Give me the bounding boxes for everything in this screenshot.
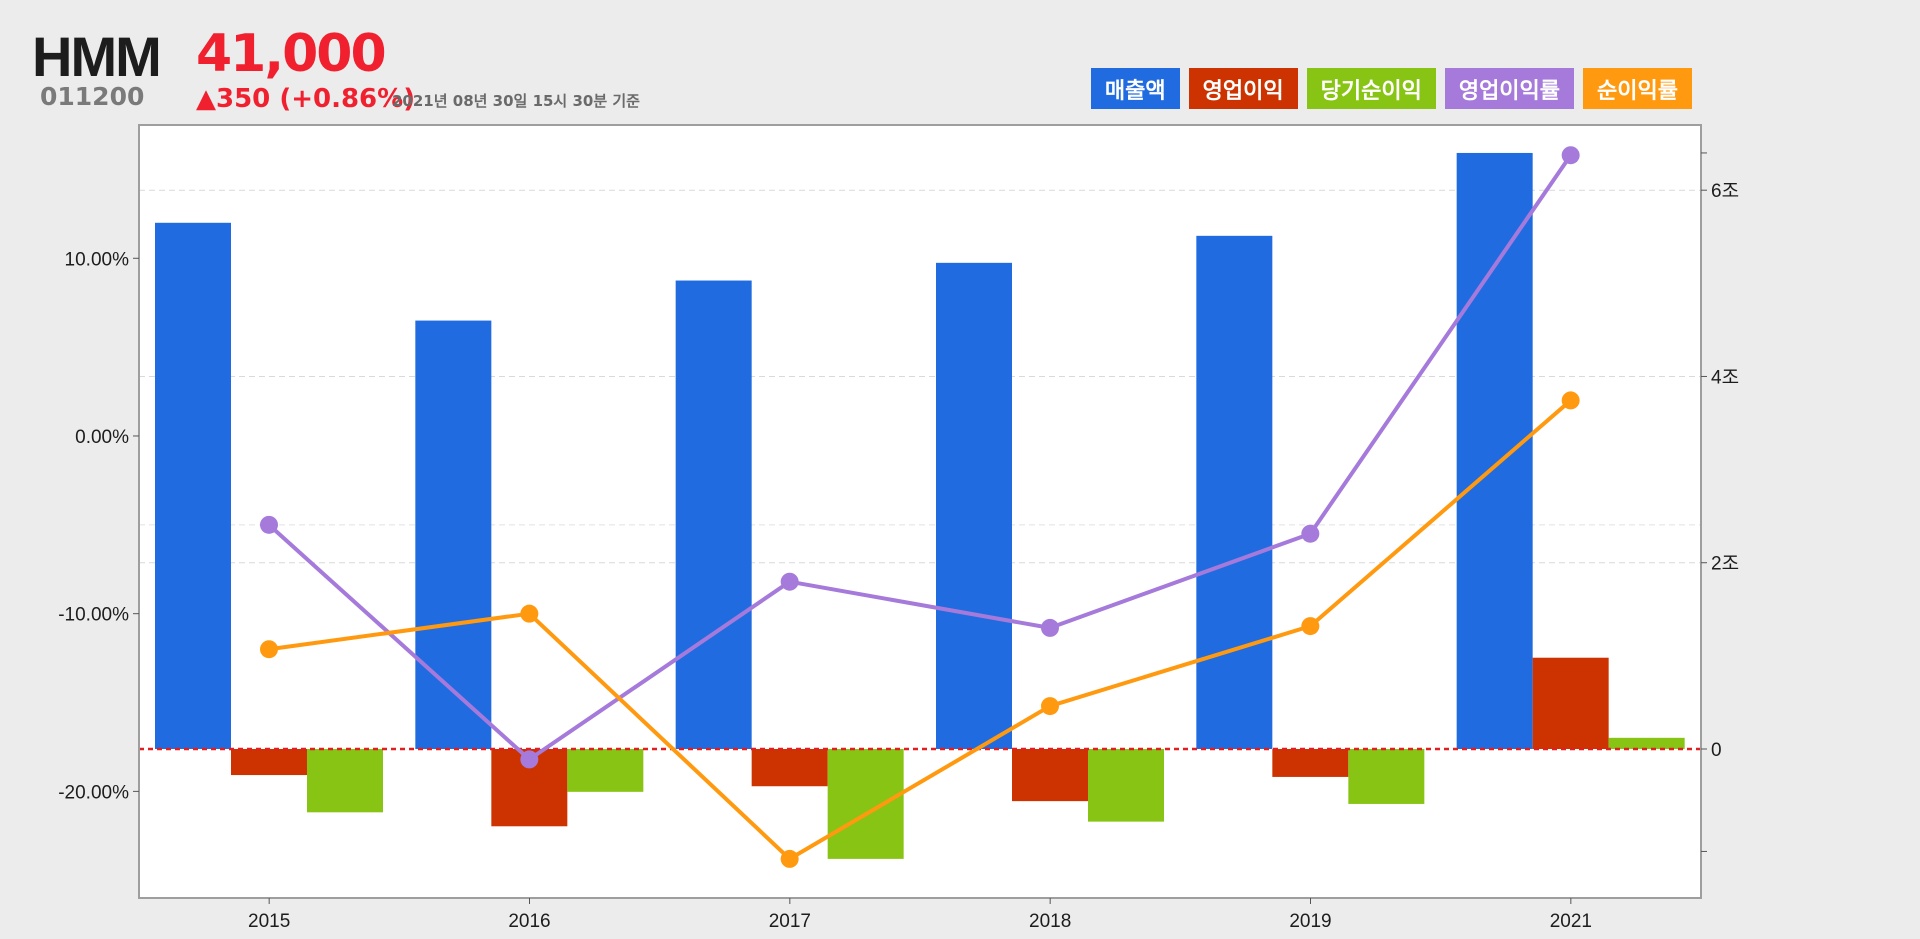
operating-profit-bar xyxy=(231,748,307,776)
net-income-bar xyxy=(1608,737,1685,749)
left-axis-label: 10.00% xyxy=(65,249,130,270)
left-axis-label: -10.00% xyxy=(58,605,129,626)
right-axis-label: 2조 xyxy=(1711,554,1739,575)
legend-item-operating-margin[interactable]: 영업이익률 xyxy=(1444,68,1575,109)
operating-margin-point xyxy=(780,572,799,591)
revenue-bar xyxy=(155,222,231,749)
legend-item-net-income[interactable]: 당기순이익 xyxy=(1306,68,1436,109)
net-income-bar xyxy=(1348,748,1425,804)
x-axis-label: 2015 xyxy=(248,911,290,932)
x-axis-label: 2017 xyxy=(769,911,811,932)
operating-margin-point xyxy=(520,750,539,769)
operating-margin-point xyxy=(1301,524,1320,543)
net-margin-point xyxy=(260,640,278,659)
left-axis-label: -20.00% xyxy=(58,782,129,803)
right-axis-label: 6조 xyxy=(1711,181,1739,202)
net-margin-point xyxy=(780,849,799,868)
revenue-bar xyxy=(1196,235,1273,749)
timestamp: 2021년 08년 30일 15시 30분 기준 xyxy=(392,92,640,110)
net-income-bar xyxy=(1088,748,1164,822)
x-axis-label: 2019 xyxy=(1289,911,1331,932)
net-margin-point xyxy=(520,604,539,623)
price-change: ▲350 (+0.86%) xyxy=(196,84,416,114)
stock-price: 41,000 xyxy=(196,24,387,84)
x-axis-label: 2016 xyxy=(508,911,550,932)
revenue-bar xyxy=(415,320,492,749)
chart-legend: 매출액 영업이익 당기순이익 영업이익률 순이익률 xyxy=(1090,68,1692,109)
x-axis-label: 2018 xyxy=(1029,911,1071,932)
header: HMM 011200 41,000 ▲350 (+0.86%) 2021년 08… xyxy=(0,0,1920,125)
net-income-bar xyxy=(827,748,904,859)
net-margin-point xyxy=(1561,391,1580,410)
net-income-bar xyxy=(307,748,383,813)
net-margin-point xyxy=(1041,697,1059,716)
company-name: HMM xyxy=(32,25,162,88)
right-axis-label: 4조 xyxy=(1711,367,1739,388)
operating-margin-point xyxy=(1561,146,1580,165)
legend-item-net-margin[interactable]: 순이익률 xyxy=(1583,68,1692,109)
legend-item-revenue[interactable]: 매출액 xyxy=(1090,68,1180,109)
operating-margin-point xyxy=(260,515,278,534)
x-axis-label: 2021 xyxy=(1550,911,1592,932)
operating-profit-bar xyxy=(1272,748,1349,777)
net-margin-point xyxy=(1301,617,1320,636)
net-income-bar xyxy=(567,748,644,792)
plot-border xyxy=(138,124,1702,899)
right-axis-label: 0 xyxy=(1711,740,1722,761)
operating-profit-bar xyxy=(1532,657,1609,749)
operating-margin-point xyxy=(1041,618,1059,637)
revenue-bar xyxy=(936,262,1012,749)
operating-profit-bar xyxy=(1012,748,1088,802)
revenue-bar xyxy=(1456,152,1533,749)
revenue-bar xyxy=(675,280,752,749)
net-margin-line xyxy=(268,398,1572,861)
operating-margin-line xyxy=(267,154,1573,762)
legend-item-operating-profit[interactable]: 영업이익 xyxy=(1188,68,1298,109)
operating-profit-bar xyxy=(751,748,828,787)
stock-code: 011200 xyxy=(40,82,145,111)
left-axis-label: 0.00% xyxy=(75,427,129,448)
